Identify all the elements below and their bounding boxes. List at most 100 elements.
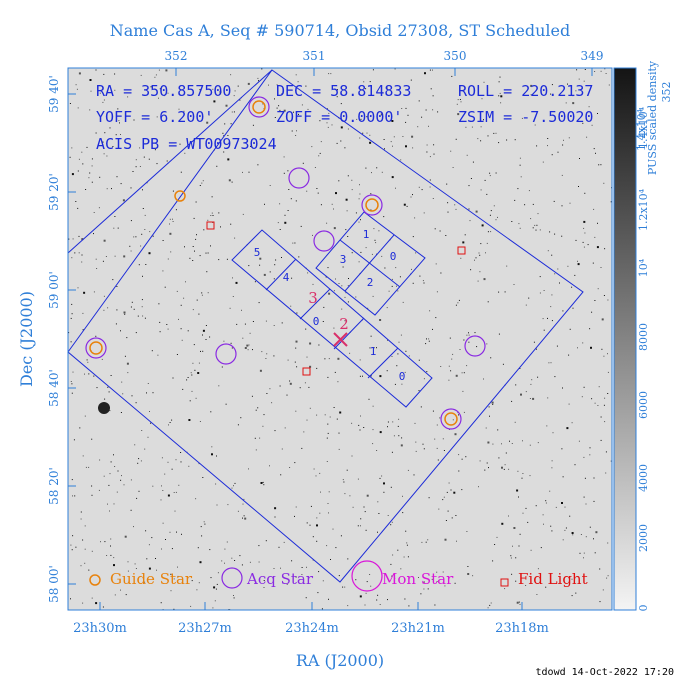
star-dot [496, 536, 498, 538]
star-dot [468, 341, 470, 343]
star-dot [212, 215, 214, 216]
star-dot [120, 412, 122, 413]
star-dot [264, 203, 265, 205]
star-dot [169, 223, 170, 225]
star-dot [387, 339, 388, 341]
star-dot [454, 582, 456, 584]
star-dot [365, 247, 367, 249]
star-dot [135, 236, 137, 238]
star-dot [344, 586, 346, 588]
star-dot [167, 258, 169, 260]
star-dot [312, 559, 314, 561]
star-dot [391, 356, 393, 357]
star-dot [571, 532, 574, 534]
star-dot [84, 548, 86, 550]
star-dot [304, 382, 306, 384]
star-dot [397, 549, 399, 551]
star-dot [511, 400, 513, 402]
star-dot [464, 234, 466, 236]
star-dot [595, 152, 596, 154]
star-dot [470, 178, 472, 179]
star-dot [402, 512, 404, 514]
star-dot [579, 552, 581, 554]
star-dot [480, 243, 482, 245]
star-dot [428, 340, 430, 342]
star-dot [72, 238, 74, 240]
star-dot [252, 321, 254, 322]
star-dot [274, 516, 276, 518]
star-dot [571, 578, 573, 580]
colorbar-tick-label: 2000 [637, 524, 650, 552]
star-dot [446, 491, 448, 493]
star-dot [528, 190, 530, 192]
star-dot [180, 171, 182, 173]
star-dot [428, 497, 430, 499]
star-dot [138, 490, 140, 492]
star-dot [106, 188, 108, 190]
star-dot [180, 452, 182, 453]
star-dot [102, 141, 104, 143]
bottom-tick-3: 23h24m [285, 621, 339, 636]
star-dot [421, 189, 423, 191]
star-dot [465, 126, 467, 128]
star-dot [444, 585, 446, 587]
star-dot [135, 568, 137, 569]
star-dot [170, 251, 172, 253]
star-dot [244, 347, 247, 349]
star-dot [583, 227, 585, 229]
star-dot [118, 120, 120, 122]
star-dot [360, 525, 361, 527]
star-dot [120, 589, 121, 591]
star-dot [233, 595, 234, 596]
star-dot [135, 332, 137, 334]
star-dot [345, 292, 347, 294]
colorbar-tick-label: 6000 [637, 391, 650, 419]
star-dot [358, 261, 360, 263]
star-dot [403, 203, 406, 206]
star-dot [316, 524, 318, 527]
left-tick-3: 59 00' [47, 271, 61, 309]
star-dot [197, 547, 199, 549]
star-dot [359, 137, 361, 139]
star-dot [362, 375, 363, 377]
star-dot [283, 172, 285, 174]
star-dot [316, 540, 318, 542]
star-dot [344, 147, 346, 149]
star-dot [265, 320, 267, 322]
star-dot [254, 437, 256, 439]
star-dot [359, 375, 361, 377]
star-dot [391, 521, 393, 523]
info-acis-pb: ACIS PB = WT00973024 [96, 135, 277, 153]
star-dot [265, 540, 267, 542]
star-dot [192, 260, 194, 261]
star-dot [142, 315, 144, 317]
star-dot [212, 88, 214, 90]
star-dot [429, 69, 431, 71]
star-dot [113, 503, 115, 505]
star-dot [391, 278, 393, 280]
star-dot [461, 458, 463, 460]
star-dot [587, 244, 589, 246]
star-dot [157, 354, 159, 356]
star-dot [325, 276, 327, 278]
star-dot [95, 258, 97, 260]
star-dot [454, 204, 456, 206]
star-dot [134, 563, 136, 565]
star-dot [211, 212, 213, 214]
star-dot [345, 198, 348, 201]
star-dot [597, 113, 598, 114]
star-dot [301, 567, 303, 568]
star-dot [423, 282, 425, 284]
star-dot [374, 239, 376, 241]
star-dot [269, 465, 270, 467]
star-dot [413, 474, 415, 476]
chip-label-i2: 2 [367, 276, 374, 289]
star-dot [514, 199, 516, 201]
star-dot [542, 318, 544, 320]
star-dot [188, 419, 191, 421]
star-dot [383, 491, 385, 493]
star-dot [226, 258, 228, 260]
star-dot [355, 579, 357, 581]
star-dot [141, 430, 143, 431]
star-dot [309, 342, 312, 345]
